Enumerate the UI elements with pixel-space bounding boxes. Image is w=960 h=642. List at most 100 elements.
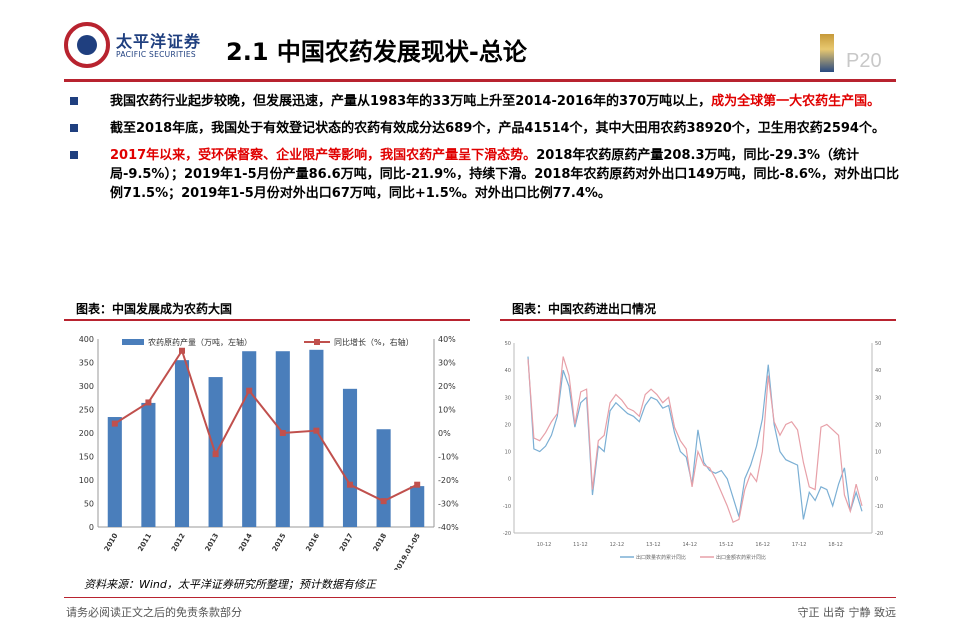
left-figure-title: 图表：中国发展成为农药大国 [76,302,233,316]
y-tick-label-right: 10 [875,450,881,456]
y-tick-label: -10 [503,504,511,510]
bar [342,388,358,527]
y-tick-label-right: 40% [438,335,456,344]
bullet-text: 2018年农药原药产量208.3万吨，同比-29.3%（统计局-9.5%）；20… [110,148,899,201]
y-tick-label-right: 20 [875,422,881,428]
bar [410,486,425,527]
page-number: P20 [846,50,882,72]
y-tick-label-right: -20% [438,476,459,485]
trade-series-line [527,356,863,520]
bullet-square-icon [70,97,78,105]
y-tick-label-right: -10 [875,504,883,510]
x-tick-label: 2012 [170,532,187,553]
y-tick-label: 350 [79,359,94,368]
y-tick-label: 100 [79,476,94,485]
y-tick-label: 50 [505,341,511,347]
logo-emblem-icon [64,22,110,68]
yoy-point [414,481,421,488]
x-tick-label: 16-12 [755,542,770,548]
bar [275,351,290,527]
x-tick-label: 2017 [338,532,355,553]
y-tick-label-right: 20% [438,382,456,391]
bullet-item: 我国农药行业起步较晚，但发展迅速，产量从1983年的33万吨上升至2014-20… [70,92,910,111]
bar [107,417,122,527]
x-tick-label: 18-12 [828,542,843,548]
yoy-point [212,451,219,458]
left-figure-divider [64,319,470,321]
production-chart-svg: 0 50 100 150 200 250 300 350 400 -40% -30% -20% -10%… [79,335,459,575]
legend-label: 出口金额农药累计同比 [716,554,766,561]
y-tick-label-right: 40 [875,368,881,374]
x-tick-label: 13-12 [646,542,661,548]
header-divider [64,79,896,82]
x-tick-label: 2016 [304,532,321,553]
y-tick-label: 300 [79,382,94,391]
y-tick-label: 250 [79,406,94,415]
company-logo: 太平洋证券 PACIFIC SECURITIES [64,22,204,72]
yoy-point [246,387,253,394]
bullet-list: 我国农药行业起步较晚，但发展迅速，产量从1983年的33万吨上升至2014-20… [70,92,910,211]
bullet-item: 2017年以来，受环保督察、企业限产等影响，我国农药产量呈下滑态势。2018年农… [70,146,910,203]
x-tick-label: 2018 [372,532,389,553]
y-tick-label-right: 50 [875,341,881,347]
y-tick-label-right: 30 [875,395,881,401]
bullet-text: 截至2018年底，我国处于有效登记状态的农药有效成分达689个，产品41514个… [110,121,885,136]
bar [242,351,257,527]
yoy-point [111,420,118,427]
company-motto: 守正 出奇 宁静 致远 [797,606,897,619]
y-tick-label: 0 [89,523,94,532]
y-tick-label: 400 [79,335,94,344]
bar [309,349,324,527]
disclaimer-note: 请务必阅读正文之后的免责条款部分 [66,606,242,619]
x-tick-label: 2010 [103,532,120,553]
logo-chinese-name: 太平洋证券 [116,32,202,51]
y-tick-label: 30 [505,395,511,401]
x-tick-label: 2013 [204,532,221,553]
y-tick-label-right: 30% [438,359,456,368]
bullet-square-icon [70,124,78,132]
legend-bar-label: 农药原药产量（万吨，左轴） [148,337,252,347]
footer-divider [64,597,896,598]
y-tick-label: 0 [508,477,511,483]
source-note: 资料来源：Wind，太平洋证券研究所整理；预计数据有修正 [84,578,376,591]
y-tick-label: 50 [84,500,94,509]
y-tick-label: -20 [503,531,511,537]
bar [376,429,391,527]
yoy-line [114,348,418,503]
y-tick-label-right: -40% [438,523,459,532]
logo-english-name: PACIFIC SECURITIES [116,50,196,59]
y-tick-label-right: -30% [438,500,459,509]
page-title: 2.1 中国农药发展现状-总论 [226,38,527,66]
legend-bar-swatch [122,339,144,345]
bullet-item: 截至2018年底，我国处于有效登记状态的农药有效成分达689个，产品41514个… [70,119,910,138]
x-tick-label: 12-12 [610,542,625,548]
bar [141,402,156,527]
y-tick-label: 40 [505,368,511,374]
legend-line-label: 同比增长（%，右轴） [334,337,414,347]
trade-chart-svg: -20 -20 -10 -10 0 0 10 10 20 20 30 30 40 40 50 50 10-12 1… [503,341,883,561]
right-figure-title: 图表：中国农药进出口情况 [512,302,657,316]
y-tick-label-right: 10% [438,406,456,415]
y-tick-label: 20 [505,422,511,428]
x-tick-label: 15-12 [719,542,734,548]
x-tick-label: 2019.01-05 [393,532,422,570]
x-tick-label: 11-12 [573,542,588,548]
x-tick-label: 2011 [136,532,153,553]
trade-series-line [527,356,863,523]
legend-label: 出口数量农药累计同比 [636,554,686,561]
y-tick-label-right: -10% [438,453,459,462]
y-tick-label-right: 0 [875,477,878,483]
y-tick-label: 150 [79,453,94,462]
yoy-point [313,427,320,434]
right-figure-divider [500,319,896,321]
bullet-square-icon [70,151,78,159]
bullet-highlight: 2017年以来，受环保督察、企业限产等影响，我国农药产量呈下滑态势。 [110,148,537,163]
x-tick-label: 14-12 [683,542,698,548]
yoy-point [145,399,152,406]
bar [174,360,190,527]
y-tick-label: 10 [505,450,511,456]
bullet-highlight: 成为全球第一大农药生产国。 [711,94,881,109]
bullet-text: 我国农药行业起步较晚，但发展迅速，产量从1983年的33万吨上升至2014-20… [110,94,712,109]
y-tick-label-right: -20 [875,531,883,537]
yoy-point [380,498,387,505]
